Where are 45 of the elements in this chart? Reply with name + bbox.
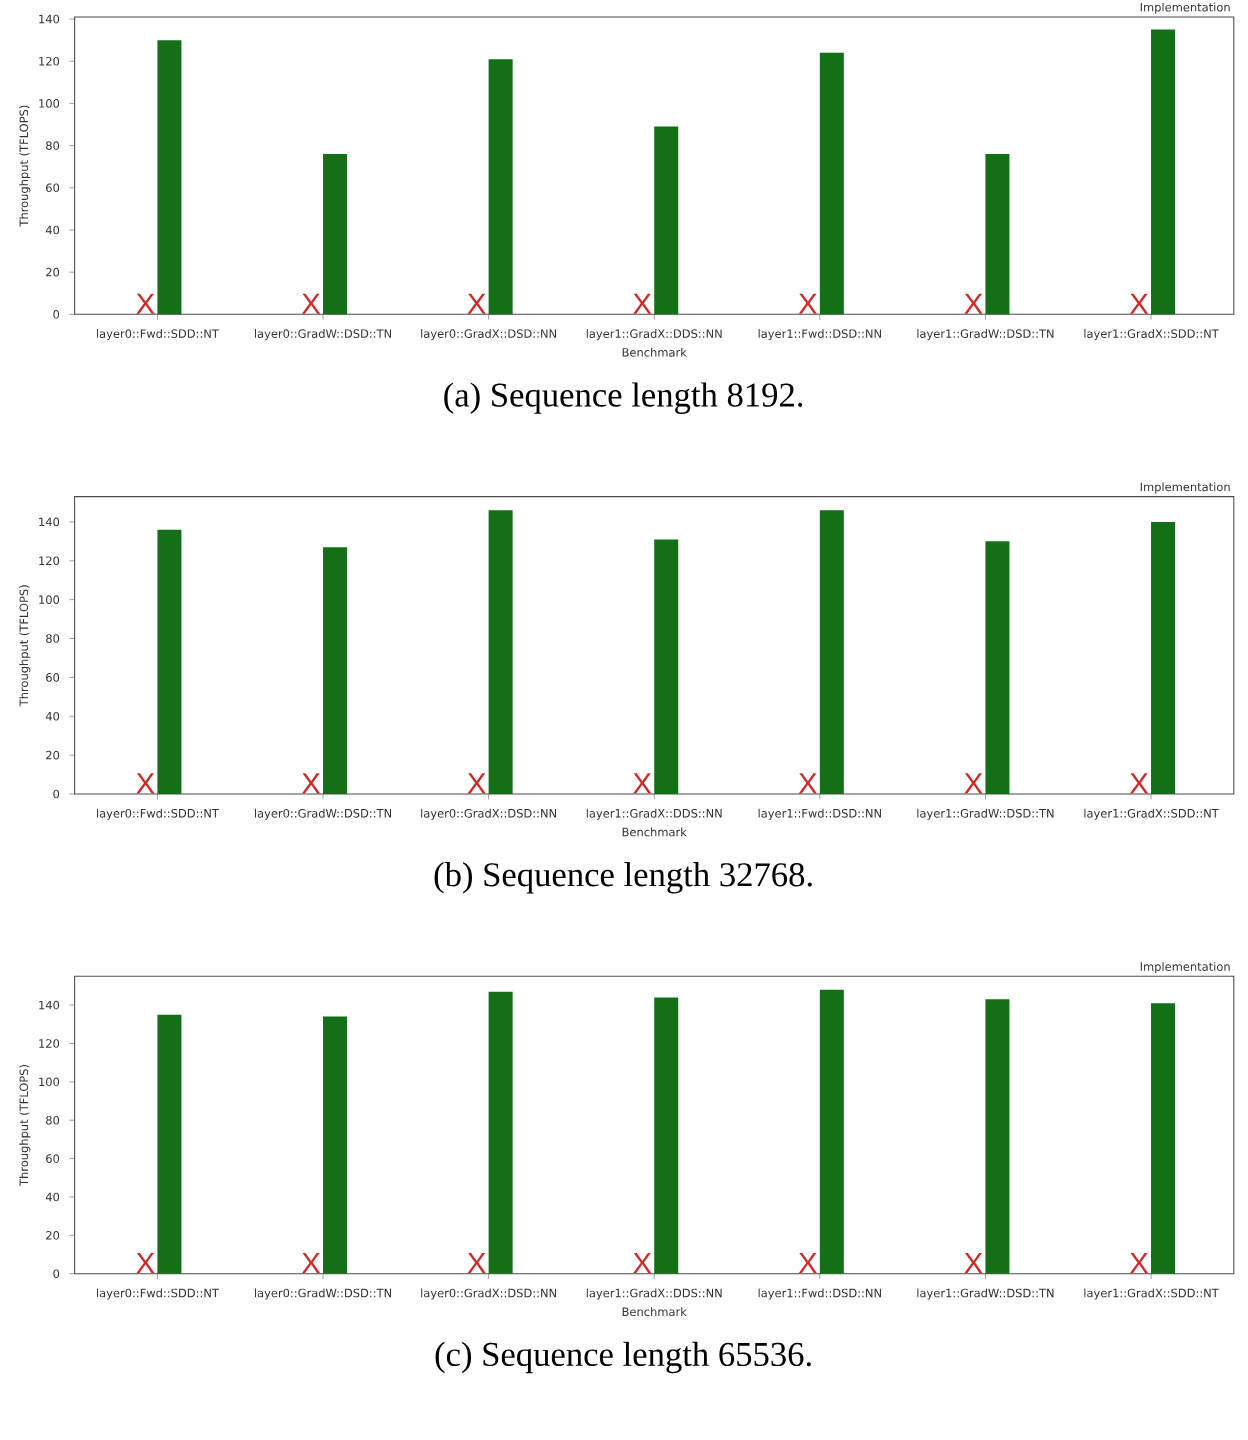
annotation: X: [799, 1253, 818, 1274]
annotation: X: [1130, 1253, 1149, 1274]
bar: [1151, 521, 1176, 795]
bar: [157, 1014, 182, 1274]
annotation: X: [964, 293, 983, 314]
bar: [1151, 29, 1176, 315]
annotation: X: [964, 773, 983, 794]
bar: [1151, 1003, 1176, 1274]
annotation: X: [799, 773, 818, 794]
annotation: X: [1130, 293, 1149, 314]
annotation: X: [633, 773, 652, 794]
annotation: X: [964, 1253, 983, 1274]
annotation: X: [467, 293, 487, 314]
annotation: X: [799, 293, 818, 314]
annotation: X: [302, 293, 321, 314]
text: (b) Sequence length 32768.: [435, 862, 813, 894]
bar: [820, 52, 845, 315]
bar: [323, 154, 348, 315]
bar: [489, 510, 514, 795]
annotation: X: [467, 1253, 487, 1274]
annotation: X: [1130, 773, 1149, 794]
bar: [489, 991, 514, 1274]
bar: [985, 999, 1010, 1274]
annotation: X: [302, 773, 321, 794]
annotation: X: [136, 1253, 155, 1274]
text: (a) Sequence length 8192.: [444, 382, 803, 414]
annotation: X: [467, 773, 487, 794]
bar: [654, 126, 679, 315]
annotation: X: [302, 1253, 321, 1274]
annotation: X: [633, 293, 652, 314]
bar: [157, 529, 182, 795]
bar: [654, 539, 679, 795]
bar: [820, 989, 845, 1274]
bar: [323, 547, 348, 795]
bar: [489, 59, 514, 315]
bar: [985, 541, 1010, 795]
annotation: X: [633, 1253, 652, 1274]
bar: [323, 1016, 348, 1274]
bar: [157, 40, 182, 315]
bar: [654, 997, 679, 1274]
annotation: X: [136, 293, 155, 314]
bar: [985, 154, 1010, 315]
bar: [820, 510, 845, 795]
annotation: X: [136, 773, 155, 794]
text: (c) Sequence length 65536.: [435, 1341, 812, 1374]
